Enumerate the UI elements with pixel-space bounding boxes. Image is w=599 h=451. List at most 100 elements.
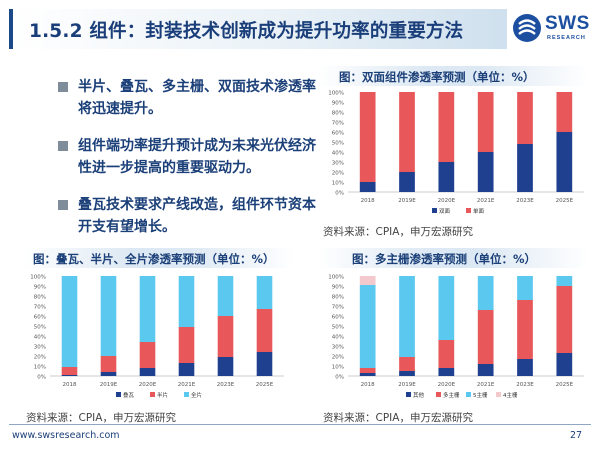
- bar-segment: [100, 372, 117, 376]
- y-tick-label: 0%: [37, 375, 46, 381]
- bar-segment: [178, 363, 195, 376]
- legend-label: 4主栅: [503, 391, 518, 399]
- bar-segment: [517, 92, 533, 144]
- bar-segment: [399, 92, 415, 172]
- x-tick-label: 2020E: [438, 382, 456, 388]
- y-tick-label: 10%: [332, 365, 344, 371]
- footer-divider: [9, 424, 591, 425]
- legend-swatch: [466, 392, 471, 397]
- bar-segment: [399, 276, 415, 357]
- legend-label: 双面: [439, 208, 451, 215]
- bar-segment: [256, 276, 273, 309]
- bar-segment: [477, 364, 494, 376]
- bar-segment: [517, 359, 533, 376]
- x-tick-label: 2018: [361, 198, 375, 204]
- bar-segment: [100, 276, 117, 356]
- bullet-list: 半片、叠瓦、多主栅、双面技术渗透率将迅速提升。 组件端功率提升预计成为未来光伏经…: [58, 76, 318, 253]
- y-tick-label: 50%: [34, 325, 46, 331]
- y-tick-label: 80%: [332, 295, 344, 301]
- bar-segment: [556, 353, 573, 376]
- bar-segment: [399, 172, 415, 192]
- chart-bifacial-source: 资料来源：CPIA，申万宏源研究: [323, 226, 473, 238]
- bar-segment: [556, 92, 573, 132]
- bar-segment: [359, 276, 376, 285]
- bar-segment: [399, 357, 415, 371]
- bar-segment: [556, 286, 573, 353]
- bar-segment: [139, 276, 156, 342]
- y-tick-label: 60%: [332, 315, 344, 321]
- y-tick-label: 40%: [332, 335, 344, 341]
- bar-segment: [61, 276, 78, 367]
- legend-label: 半片: [157, 391, 168, 399]
- bar-segment: [438, 162, 455, 192]
- y-tick-label: 20%: [332, 171, 344, 177]
- logo-mark-icon: [513, 14, 541, 42]
- y-tick-label: 100%: [328, 275, 344, 281]
- y-tick-label: 100%: [30, 275, 46, 281]
- y-tick-label: 0%: [335, 191, 344, 197]
- x-tick-label: 2018: [361, 382, 375, 388]
- bar-segment: [438, 276, 455, 340]
- y-tick-label: 80%: [34, 295, 46, 301]
- bar-segment: [477, 310, 494, 364]
- legend-swatch: [116, 392, 121, 397]
- chart-multibusbar-title: 图：多主栅渗透率预测（单位：%）: [352, 252, 537, 266]
- bar-segment: [359, 285, 376, 368]
- y-tick-label: 0%: [335, 375, 344, 381]
- y-tick-label: 90%: [34, 285, 46, 291]
- x-tick-label: 2021E: [477, 382, 495, 388]
- bar-segment: [100, 356, 117, 372]
- page-number: 27: [570, 430, 583, 441]
- y-tick-label: 60%: [332, 131, 344, 137]
- bar-segment: [477, 152, 494, 192]
- x-tick-label: 2025E: [556, 198, 574, 204]
- bar-segment: [517, 276, 533, 300]
- x-tick-label: 2025E: [556, 382, 574, 388]
- legend-label: 多主栅: [443, 391, 460, 399]
- y-tick-label: 20%: [34, 355, 46, 361]
- legend-swatch: [432, 208, 437, 213]
- bar-segment: [359, 373, 376, 376]
- y-tick-label: 40%: [34, 335, 46, 341]
- bullet-square-icon: [58, 200, 68, 210]
- y-tick-label: 80%: [332, 111, 344, 117]
- logo-sub: RESEARCH: [547, 35, 586, 41]
- y-tick-label: 100%: [328, 91, 344, 97]
- y-tick-label: 20%: [332, 355, 344, 361]
- bullet-text: 半片、叠瓦、多主栅、双面技术渗透率将迅速提升。: [78, 79, 316, 117]
- y-tick-label: 30%: [332, 345, 344, 351]
- bar-segment: [256, 352, 273, 376]
- chart-shingled-source: 资料来源：CPIA，申万宏源研究: [26, 412, 176, 424]
- x-tick-label: 2023E: [217, 382, 235, 388]
- y-tick-label: 40%: [332, 151, 344, 157]
- bar-segment: [178, 327, 195, 363]
- chart-bifacial-title: 图：双面组件渗透率预测（单位：%）: [339, 70, 535, 84]
- legend-swatch: [184, 392, 189, 397]
- chart-shingled-title: 图：叠瓦、半片、全片渗透率预测（单位：%）: [33, 252, 275, 266]
- bullet-text: 组件端功率提升预计成为未来光伏经济性进一步提高的重要驱动力。: [78, 138, 316, 176]
- x-tick-label: 2018: [63, 382, 77, 388]
- legend-label: 全片: [191, 391, 202, 399]
- footer-url: www.swsresearch.com: [12, 430, 120, 441]
- chart-shingled-title-bar: [24, 248, 294, 268]
- x-tick-label: 2023E: [516, 198, 534, 204]
- bar-segment: [556, 132, 573, 192]
- chart-multibusbar-title-bar: [318, 248, 588, 268]
- bullet-item: 半片、叠瓦、多主栅、双面技术渗透率将迅速提升。: [58, 76, 318, 120]
- y-tick-label: 90%: [332, 101, 344, 107]
- bullet-item: 叠瓦技术要求产线改造，组件环节资本开支有望增长。: [58, 194, 318, 238]
- bar-segment: [61, 367, 78, 375]
- y-tick-label: 70%: [332, 121, 344, 127]
- x-tick-label: 2021E: [477, 198, 495, 204]
- bullet-square-icon: [58, 141, 68, 151]
- bar-segment: [517, 144, 533, 192]
- bullet-square-icon: [58, 82, 68, 92]
- x-tick-label: 2020E: [139, 382, 157, 388]
- legend-swatch: [466, 208, 471, 213]
- y-tick-label: 10%: [332, 181, 344, 187]
- x-tick-label: 2021E: [178, 382, 196, 388]
- bar-segment: [399, 371, 415, 376]
- y-tick-label: 50%: [332, 325, 344, 331]
- logo-brand: SWS: [545, 13, 590, 34]
- bar-segment: [217, 357, 234, 376]
